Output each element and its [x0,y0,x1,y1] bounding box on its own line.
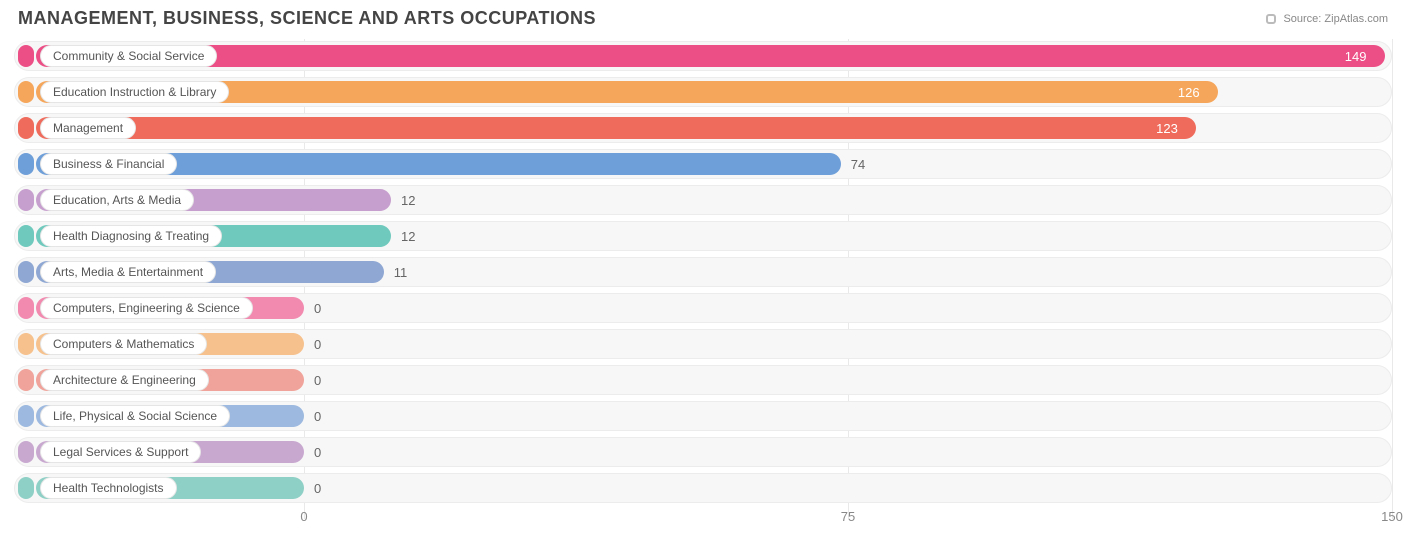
bar-row: Education Instruction & Library 126 [14,77,1392,107]
bar-row: Life, Physical & Social Science 0 [14,401,1392,431]
axis-tick-label: 0 [300,509,307,524]
category-label: Community & Social Service [40,45,217,67]
bars-container: Community & Social Service 149 Education I… [14,39,1392,503]
value-label: 0 [314,437,321,467]
bar-cap [18,297,34,319]
source-logo-icon [1266,14,1276,24]
bar-cap [18,333,34,355]
value-bar [36,117,1196,139]
value-label: 11 [394,257,408,287]
value-label: 0 [314,365,321,395]
value-label: 0 [314,293,321,323]
bar-row: Management 123 [14,113,1392,143]
source-attribution: Source: ZipAtlas.com [1266,13,1388,25]
category-label: Arts, Media & Entertainment [40,261,216,283]
bar-cap [18,189,34,211]
bar-cap [18,477,34,499]
bar-row: Legal Services & Support 0 [14,437,1392,467]
axis-tick-label: 150 [1381,509,1403,524]
category-label: Health Technologists [40,477,177,499]
value-label: 0 [314,329,321,359]
category-label: Life, Physical & Social Science [40,405,230,427]
value-label: 123 [1156,113,1178,143]
value-label: 149 [1345,41,1367,71]
category-label: Education Instruction & Library [40,81,229,103]
category-label: Legal Services & Support [40,441,201,463]
category-label: Architecture & Engineering [40,369,209,391]
bar-row: Health Technologists 0 [14,473,1392,503]
bar-row: Computers, Engineering & Science 0 [14,293,1392,323]
chart-header: MANAGEMENT, BUSINESS, SCIENCE AND ARTS O… [0,0,1406,33]
bar-cap [18,45,34,67]
bar-cap [18,261,34,283]
category-label: Education, Arts & Media [40,189,194,211]
bar-row: Business & Financial 74 [14,149,1392,179]
axis-tick-label: 75 [841,509,855,524]
value-label: 126 [1178,77,1200,107]
bar-cap [18,153,34,175]
value-label: 0 [314,401,321,431]
gridline [1392,39,1393,519]
bar-cap [18,369,34,391]
value-label: 0 [314,473,321,503]
source-prefix: Source: [1283,13,1321,25]
category-label: Computers & Mathematics [40,333,207,355]
source-name: ZipAtlas.com [1324,13,1388,25]
bar-row: Health Diagnosing & Treating 12 [14,221,1392,251]
bar-cap [18,81,34,103]
bar-row: Education, Arts & Media 12 [14,185,1392,215]
bar-row: Community & Social Service 149 [14,41,1392,71]
x-axis: 075150 [14,509,1392,533]
value-label: 12 [401,221,415,251]
bar-cap [18,441,34,463]
bar-row: Architecture & Engineering 0 [14,365,1392,395]
bar-cap [18,405,34,427]
bar-cap [18,225,34,247]
bar-row: Computers & Mathematics 0 [14,329,1392,359]
category-label: Management [40,117,136,139]
category-label: Computers, Engineering & Science [40,297,253,319]
bar-row: Arts, Media & Entertainment 11 [14,257,1392,287]
chart-title: MANAGEMENT, BUSINESS, SCIENCE AND ARTS O… [18,8,596,29]
value-label: 12 [401,185,415,215]
value-bar [36,45,1385,67]
category-label: Business & Financial [40,153,177,175]
category-label: Health Diagnosing & Treating [40,225,222,247]
value-label: 74 [851,149,865,179]
bar-cap [18,117,34,139]
chart-area: Community & Social Service 149 Education I… [14,39,1392,519]
